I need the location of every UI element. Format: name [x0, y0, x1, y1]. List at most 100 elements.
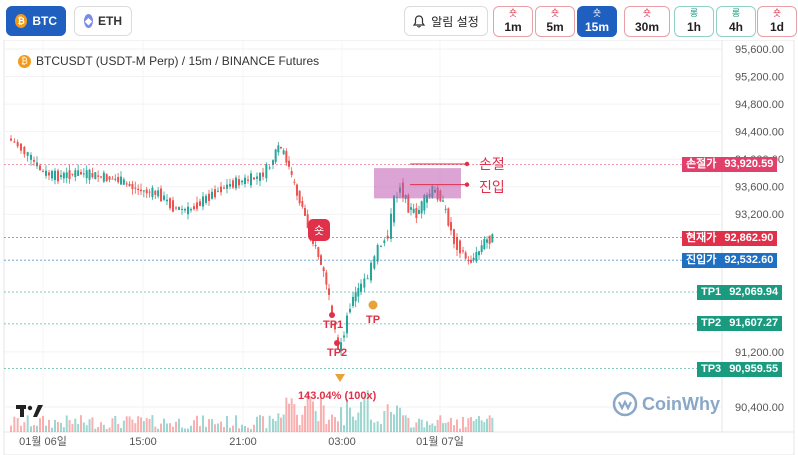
- timeframe-signal: 숏: [592, 8, 602, 18]
- candle-body: [456, 237, 458, 250]
- price-tag-name: 현재가: [682, 231, 721, 246]
- price-tick-label: 90,400.00: [735, 402, 784, 414]
- volume-bar: [77, 423, 80, 432]
- volume-bar: [187, 428, 189, 432]
- volume-bar: [250, 428, 252, 432]
- candle-body: [42, 171, 44, 173]
- candle-body: [131, 183, 134, 189]
- volume-bar: [253, 424, 255, 432]
- volume-bar: [202, 415, 204, 432]
- tradingview-logo-icon: [16, 405, 43, 417]
- candle-body: [262, 172, 264, 177]
- volume-bar: [444, 422, 447, 432]
- candle-body: [373, 256, 376, 269]
- volume-bar: [16, 418, 19, 432]
- candle-body: [13, 141, 16, 143]
- candle-body: [366, 278, 369, 280]
- price-tag-tp3: TP3 90,959.55: [697, 362, 783, 377]
- timeframe-1h[interactable]: 롱 1h: [674, 6, 714, 37]
- candle-body: [280, 147, 282, 149]
- candle-body: [288, 160, 290, 167]
- candle-body: [145, 189, 148, 194]
- candle-body: [238, 179, 240, 186]
- candle-body: [205, 195, 207, 203]
- timeframe-5m[interactable]: 숏 5m: [535, 6, 575, 37]
- candle-body: [175, 207, 177, 209]
- candle-body: [304, 207, 306, 216]
- candle-body: [296, 184, 298, 196]
- volume-bar: [82, 422, 85, 432]
- volume-bar: [288, 403, 290, 432]
- price-tag-name: TP3: [697, 362, 726, 377]
- volume-bar: [229, 427, 231, 432]
- timeframe-1d[interactable]: 숏 1d: [757, 6, 797, 37]
- price-tick-label: 95,200.00: [735, 72, 784, 84]
- candle-body: [220, 186, 222, 193]
- tp-marker-label: TP: [366, 314, 381, 326]
- bell-icon: [413, 14, 426, 28]
- candle-body: [10, 138, 12, 141]
- volume-bar: [122, 420, 125, 432]
- volume-bar: [459, 428, 461, 432]
- volume-bar: [354, 420, 357, 432]
- volume-bar: [117, 423, 120, 432]
- candle-body: [343, 335, 345, 338]
- volume-bar: [402, 415, 404, 432]
- candle-body: [229, 184, 231, 187]
- price-tag-value: 92,862.90: [720, 231, 778, 246]
- candle-body: [120, 176, 122, 185]
- volume-bar: [393, 414, 395, 432]
- volume-bar: [396, 405, 398, 432]
- price-chart[interactable]: 95,600.0095,200.0094,800.0094,400.0094,0…: [0, 40, 798, 455]
- candle-body: [244, 177, 246, 185]
- timeframe-15m[interactable]: 숏 15m: [577, 6, 617, 37]
- alarm-settings-button[interactable]: 알림 설정: [404, 6, 488, 36]
- volume-bar: [247, 427, 249, 432]
- volume-bar: [196, 415, 198, 432]
- volume-bar: [376, 421, 379, 432]
- candle-body: [88, 169, 91, 180]
- volume-bar: [285, 397, 288, 432]
- volume-bar: [314, 411, 317, 432]
- candle-body: [480, 245, 483, 253]
- timeframe-signal: 숏: [550, 8, 560, 18]
- candle-body: [54, 170, 56, 180]
- timeframe-30m[interactable]: 숏 30m: [624, 6, 670, 37]
- volume-bar: [480, 420, 483, 432]
- volume-bar: [235, 415, 237, 432]
- volume-bar: [45, 425, 47, 432]
- volume-bar: [475, 419, 478, 432]
- volume-bar: [412, 427, 415, 432]
- volume-bar: [42, 416, 44, 432]
- timeframe-4h[interactable]: 롱 4h: [716, 6, 756, 37]
- coin-button-eth[interactable]: ◆ ETH: [74, 6, 132, 36]
- candle-body: [340, 342, 342, 352]
- volume-bar: [290, 398, 293, 432]
- volume-bar: [48, 419, 50, 432]
- candle-body: [380, 246, 382, 248]
- candle-body: [447, 208, 450, 226]
- candle-body: [134, 187, 137, 189]
- volume-bar: [238, 428, 240, 432]
- candle-body: [475, 252, 478, 262]
- price-tag-value: 91,607.27: [725, 316, 783, 331]
- time-tick-label: 15:00: [129, 436, 157, 448]
- coinwhy-logo-icon: [612, 391, 638, 417]
- candle-body: [169, 198, 171, 209]
- timeframe-1m[interactable]: 숏 1m: [493, 6, 533, 37]
- volume-bar: [462, 416, 464, 432]
- coin-button-btc[interactable]: ₿ BTC: [6, 6, 66, 36]
- candle-body: [166, 199, 168, 202]
- candle-body: [117, 176, 120, 183]
- candle-body: [190, 209, 192, 211]
- volume-bar: [26, 415, 29, 432]
- price-tag-name: TP2: [697, 316, 726, 331]
- volume-bar: [399, 407, 401, 432]
- alarm-settings-label: 알림 설정: [431, 14, 479, 29]
- candle-body: [223, 187, 225, 189]
- volume-bar: [232, 425, 234, 432]
- bitcoin-icon: ₿: [15, 14, 28, 28]
- volume-bar: [317, 421, 320, 432]
- volume-bar: [220, 421, 222, 432]
- candle-body: [125, 183, 128, 185]
